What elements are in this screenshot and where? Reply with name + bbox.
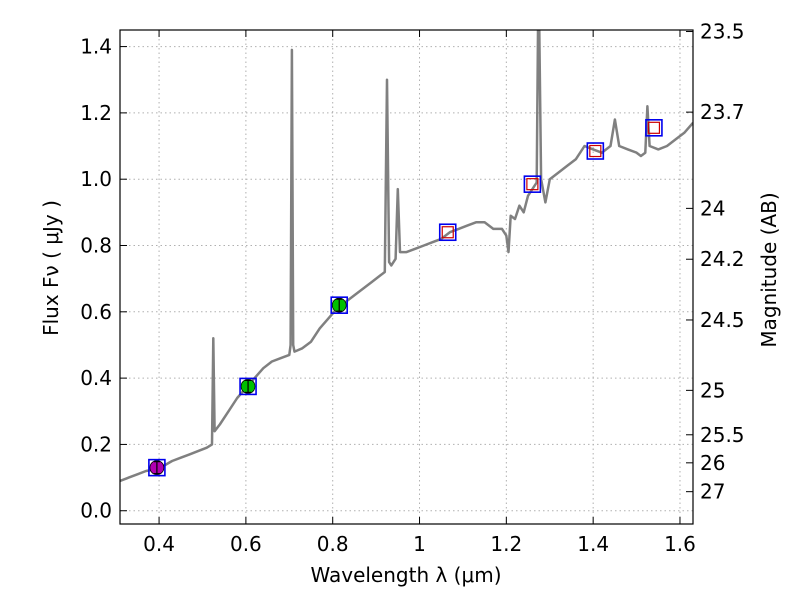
x-tick-label: 1 <box>413 532 426 556</box>
right-axis-label: Magnitude (AB) <box>757 192 781 347</box>
right-tick-label: 24.2 <box>700 247 745 271</box>
limit-band-4 <box>441 226 454 239</box>
x-tick-label: 0.8 <box>317 532 349 556</box>
model-band-2 <box>239 377 257 396</box>
limit-band-7 <box>647 121 661 134</box>
y-tick-label: 1.0 <box>80 167 112 191</box>
y-tick-label: 1.2 <box>80 101 112 125</box>
y-tick-label: 0.0 <box>80 499 112 523</box>
x-axis-label: Wavelength λ (μm) <box>310 563 501 587</box>
right-tick-label: 24 <box>700 196 725 220</box>
x-tick-label: 1.2 <box>490 532 522 556</box>
model-band-7 <box>645 119 663 137</box>
right-tick-label: 23.5 <box>700 20 745 44</box>
x-tick-label: 1.6 <box>664 532 696 556</box>
right-tick-label: 27 <box>700 480 725 504</box>
plot-frame <box>119 29 694 525</box>
x-tick-label: 0.6 <box>230 532 262 556</box>
clipped-data <box>120 30 693 483</box>
model-band-4 <box>438 223 457 242</box>
x-tick-label: 1.4 <box>577 532 609 556</box>
limit-band-5 <box>526 178 539 191</box>
right-tick-label: 26 <box>700 451 725 475</box>
right-tick-label: 25.5 <box>700 423 745 447</box>
y-tick-label: 0.4 <box>80 366 112 390</box>
right-tick-label: 25 <box>700 378 725 402</box>
y-tick-label: 0.8 <box>80 234 112 258</box>
grid-layer <box>120 30 693 524</box>
limit-band-6 <box>589 144 602 158</box>
x-tick-label: 0.4 <box>143 532 175 556</box>
right-tick-label: 24.5 <box>700 308 745 332</box>
tick-layer: 0.4 0.6 0.8 1 1.2 1.4 1.6 0.0 0.2 0.4 0.6 0.8 1.0 1.2… <box>80 20 744 556</box>
model-band-6 <box>586 142 605 160</box>
y-tick-label: 1.4 <box>80 35 112 59</box>
data-layer <box>120 30 693 483</box>
model-band-1 <box>148 458 166 477</box>
model-band-3 <box>330 296 349 314</box>
y-tick-label: 0.6 <box>80 300 112 324</box>
spectrum-line <box>120 30 693 483</box>
model-band-5 <box>523 175 542 193</box>
right-tick-label: 23.7 <box>700 100 745 124</box>
y-tick-label: 0.2 <box>80 432 112 456</box>
y-axis-label: Flux Fν ( μJy ) <box>39 200 63 336</box>
